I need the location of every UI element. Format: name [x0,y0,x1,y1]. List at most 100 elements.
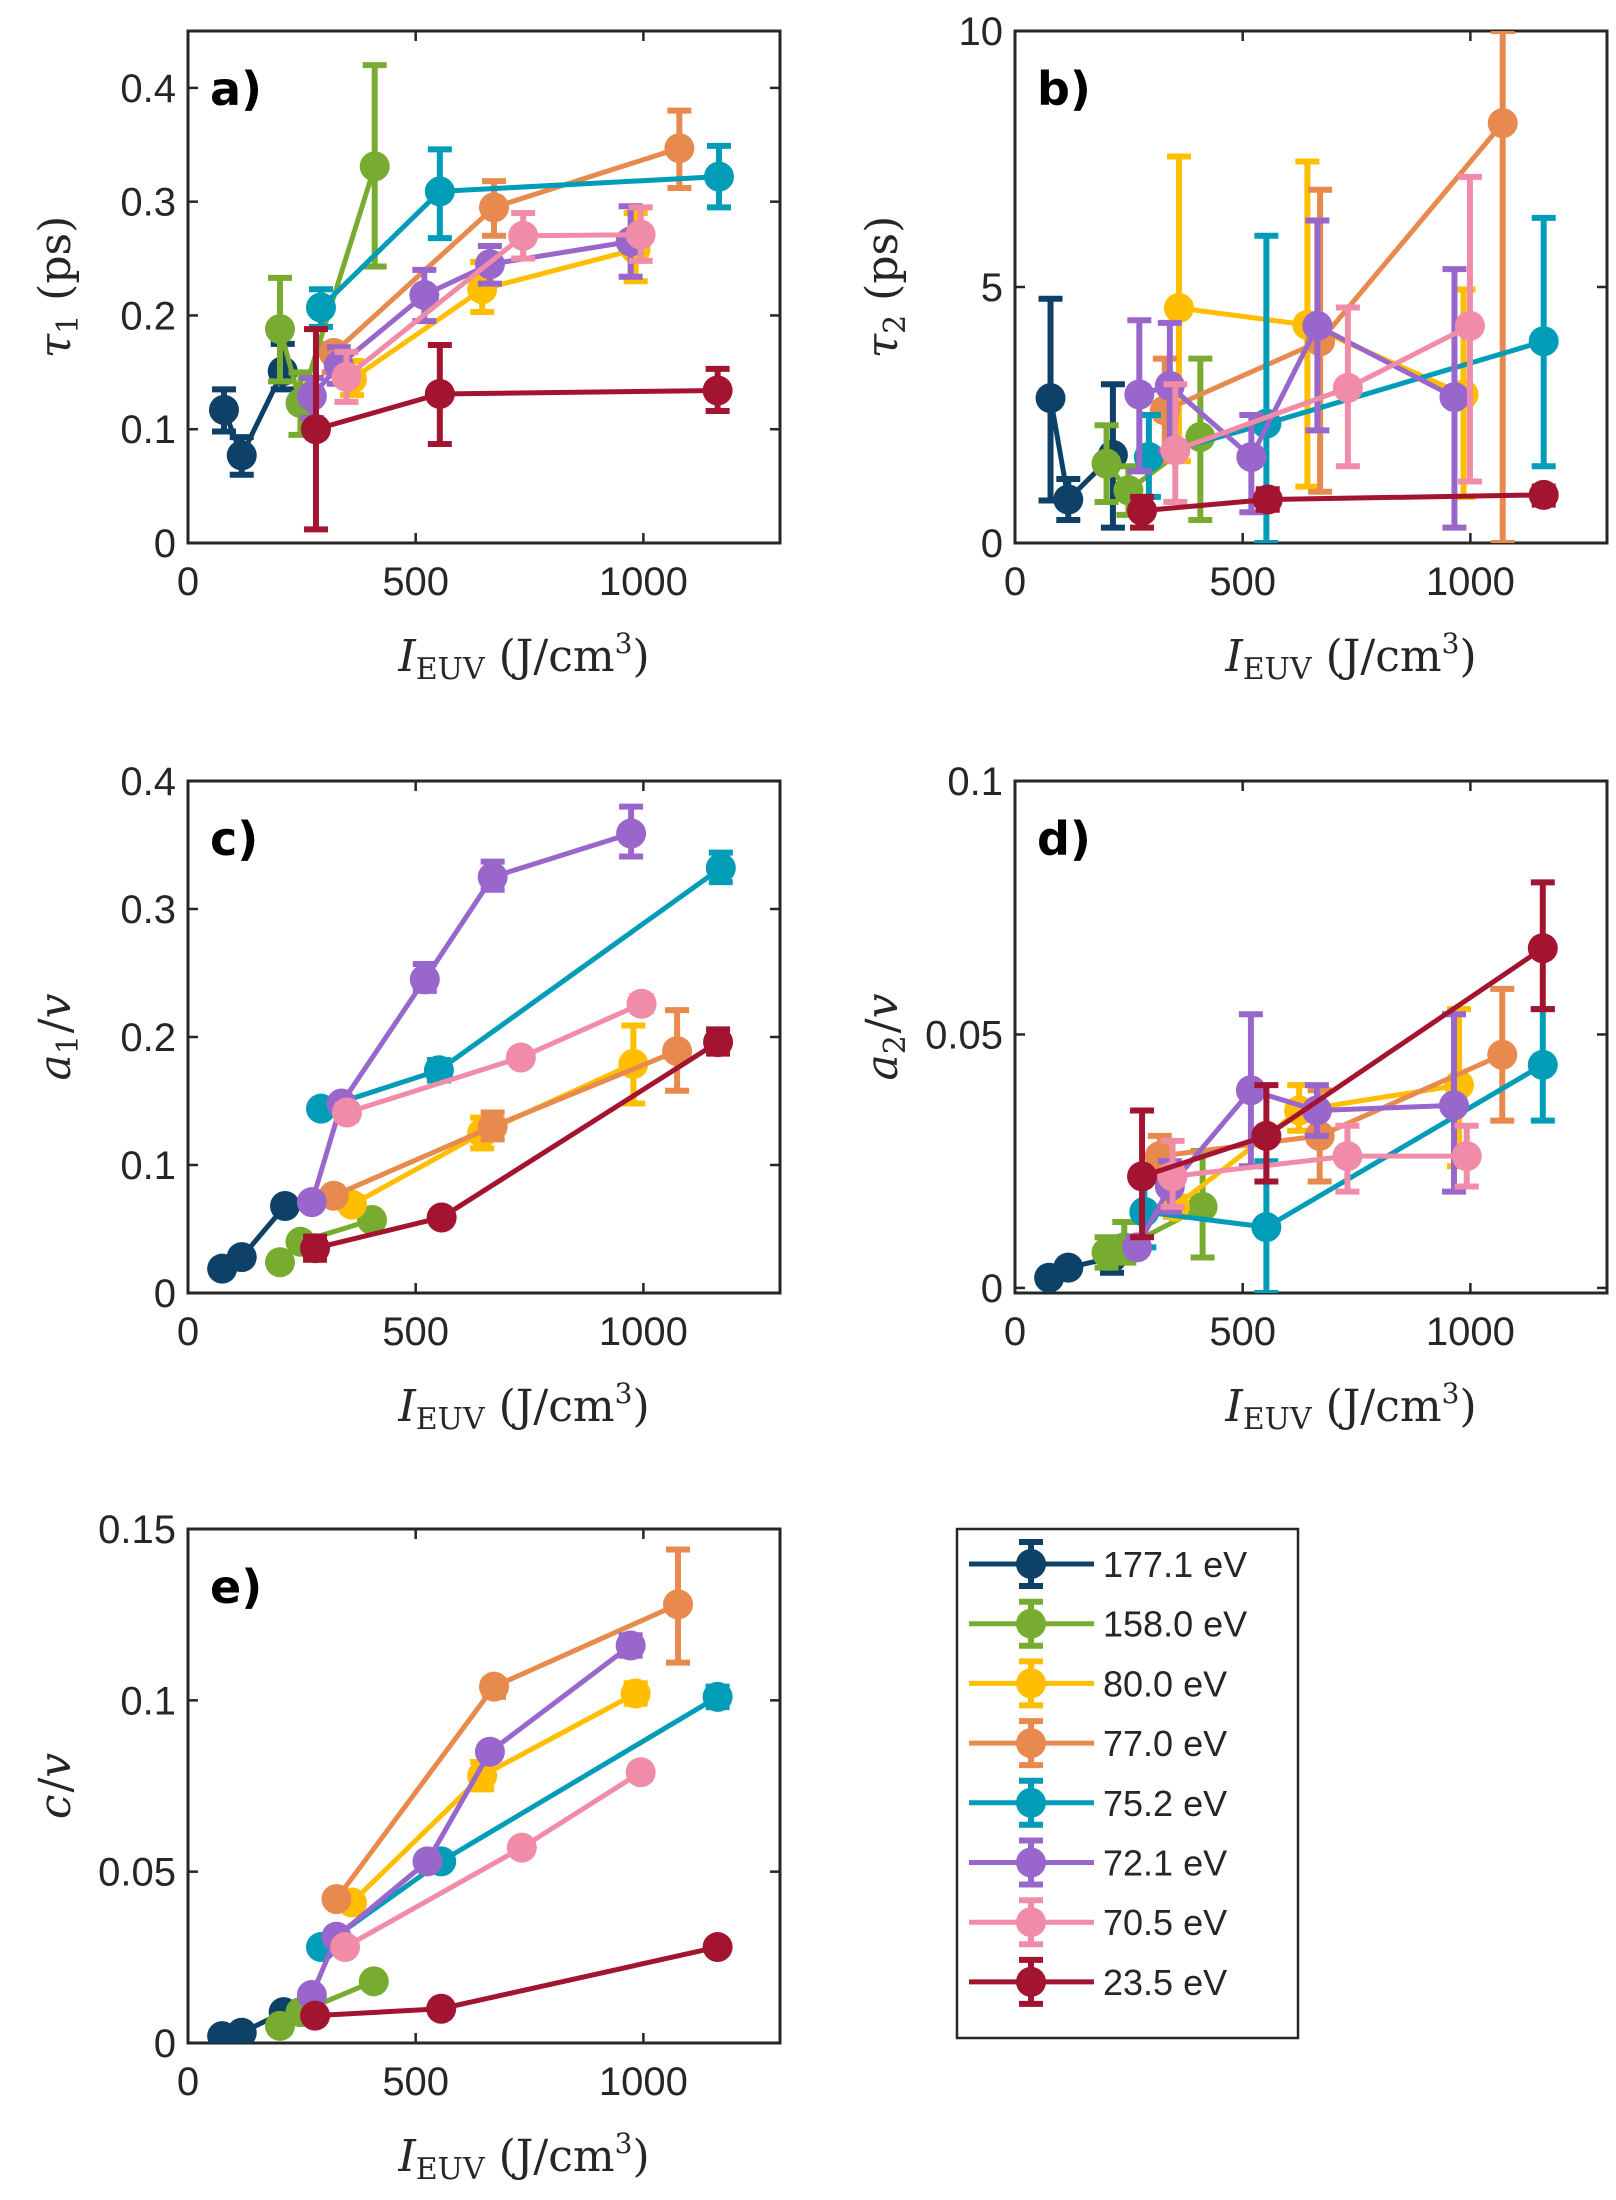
data-point [1160,435,1191,466]
data-point [664,133,695,164]
data-point [331,361,362,392]
y-tick-label: 0.1 [120,1679,176,1723]
y-tick-label: 0.4 [120,760,176,804]
data-point [1127,1161,1158,1192]
data-point [305,292,336,323]
series-line [320,866,723,1112]
x-tick-label: 0 [1004,560,1026,604]
data-point [662,1589,693,1620]
data-point [409,964,440,995]
series-line [350,1691,637,1905]
data-point [300,1233,331,1264]
x-tick-label: 0 [177,1310,199,1354]
legend-entry: 158.0 eV [969,1598,1247,1649]
data-point [505,1042,536,1073]
y-tick-label: 0.3 [120,181,176,225]
legend-marker [1016,1549,1046,1579]
axes-frame [1013,779,1609,1295]
data-point [331,1097,362,1128]
series-line [315,388,718,432]
x-tick-label: 500 [382,1310,449,1354]
panel-label: a) [210,62,262,116]
data-point [1451,1141,1482,1172]
y-tick-label: 0.1 [120,408,176,452]
legend-label: 77.0 eV [1103,1723,1227,1764]
series-177-1-eV [208,340,298,478]
x-axis-label: IEUV (J/cm3) [397,2127,649,2187]
x-tick-label: 500 [382,560,449,604]
legend-marker [1016,1608,1046,1639]
data-point [702,1681,733,1712]
y-tick-label: 0 [154,1272,176,1316]
data-point [625,1757,656,1788]
data-point [506,1832,537,1863]
y-tick-label: 0.1 [947,760,1003,804]
data-point [1528,326,1559,357]
series-75-2-eV [305,142,734,330]
x-axis-label: IEUV (J/cm3) [1224,627,1476,687]
axes-frame [186,29,782,545]
series-23-5-eV [300,1026,734,1264]
data-point [474,1736,505,1767]
data-point [426,1202,457,1233]
y-tick-label: 0.3 [120,888,176,932]
data-point [1332,372,1363,403]
y-tick-label: 0.05 [925,1013,1003,1057]
series-23-5-eV [1127,479,1559,531]
x-axis-label: IEUV (J/cm3) [397,627,649,687]
series-23-5-eV [300,326,733,533]
data-point [1124,379,1155,410]
data-point [226,2017,257,2043]
data-point [1454,310,1485,341]
x-tick-label: 1000 [599,2060,688,2104]
panel-d: 0 500 1000 0 0.05 0.1 IEUV (J/cm3) a2/v d) [857,760,1609,1437]
data-point [1235,1075,1266,1106]
y-tick-label: 0 [154,2022,176,2066]
x-tick-label: 1000 [599,1310,688,1354]
data-point [409,279,440,310]
plot-area [207,803,736,1284]
data-point [424,378,455,409]
data-point [479,192,510,223]
data-point [702,375,733,406]
legend-label: 80.0 eV [1103,1663,1227,1704]
series-72-1-eV [1122,1011,1469,1263]
series-line [346,1001,643,1115]
series-70-5-eV [331,988,657,1128]
x-tick-label: 1000 [1426,1310,1515,1354]
panel-label: d) [1037,812,1091,866]
data-point [300,2000,331,2031]
legend-entry: 80.0 eV [969,1658,1227,1709]
data-point [615,1630,646,1661]
legend-label: 72.1 eV [1103,1843,1227,1884]
series-70-5-eV [1157,1122,1482,1210]
x-axis-label: IEUV (J/cm3) [1224,1377,1476,1437]
data-point [296,381,327,412]
legend-entry: 72.1 eV [969,1837,1227,1888]
series-line [319,1694,719,1950]
x-axis-label: IEUV (J/cm3) [397,1377,649,1437]
data-point [1487,108,1518,139]
data-point [1301,1095,1332,1126]
legend-entry: 75.2 eV [969,1777,1227,1828]
data-point [300,414,331,445]
data-point [1127,495,1158,526]
panel-b: 0 500 1000 0 5 10 IEUV (J/cm3) τ2(ps) b) [857,10,1609,687]
series-158-0-eV [264,1205,387,1278]
data-point [426,1993,457,2024]
data-point [1053,1252,1084,1283]
data-point [1527,1049,1558,1080]
data-point [1332,1141,1363,1172]
legend-marker [1016,1966,1046,1997]
data-point [702,1932,733,1963]
data-point [296,1187,327,1218]
series-75-2-eV [305,1681,733,1963]
y-axis-label: a2/v [857,993,913,1080]
y-axis-label: a1/v [30,993,86,1080]
legend-marker [1016,1728,1046,1759]
panel-e: 0 500 1000 0 0.05 0.1 0.15 IEUV (J/cm3) c/v e) [30,1508,782,2187]
data-point [703,161,734,192]
x-tick-label: 500 [1209,1310,1276,1354]
legend-label: 70.5 eV [1103,1902,1227,1943]
